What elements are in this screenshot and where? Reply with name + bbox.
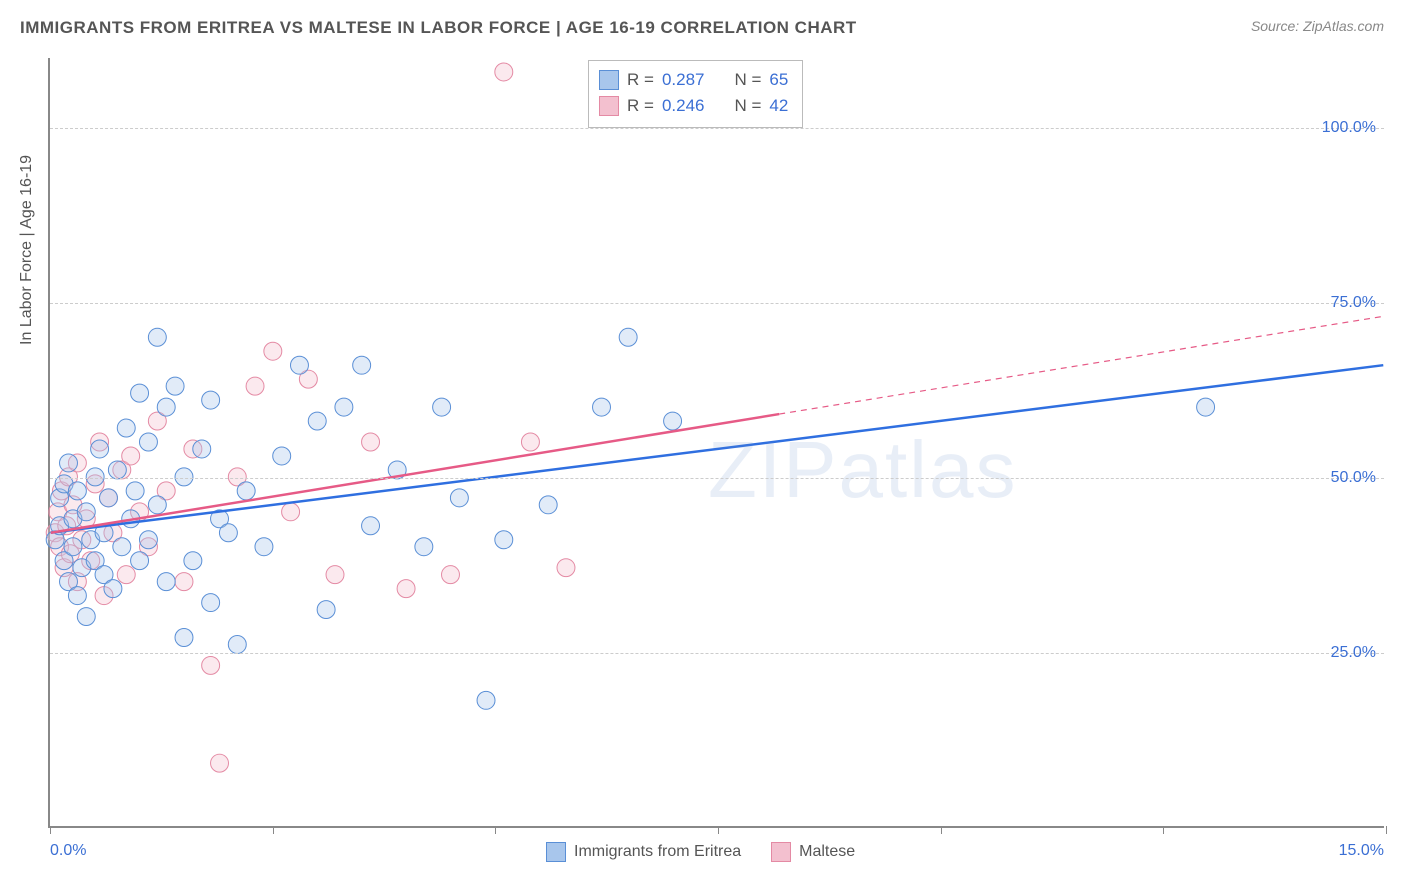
plot-area: ZIPatlas R = 0.287 N = 65 R = 0.246 N = … — [48, 58, 1384, 828]
r-label: R = — [627, 93, 654, 119]
chart-svg — [50, 58, 1384, 826]
correlation-legend: R = 0.287 N = 65 R = 0.246 N = 42 — [588, 60, 803, 128]
x-tick-label: 15.0% — [1339, 842, 1384, 860]
series-legend: Immigrants from Eritrea Maltese — [546, 842, 855, 862]
n-value-eritrea: 65 — [769, 67, 788, 93]
n-value-maltese: 42 — [769, 93, 788, 119]
source-credit: Source: ZipAtlas.com — [1251, 18, 1384, 34]
r-value-eritrea: 0.287 — [662, 67, 705, 93]
x-tick-label: 0.0% — [50, 842, 86, 860]
source-prefix: Source: — [1251, 18, 1303, 34]
legend-label-maltese: Maltese — [799, 843, 855, 860]
swatch-eritrea — [546, 842, 566, 862]
y-tick-label: 75.0% — [1331, 294, 1376, 312]
r-label: R = — [627, 67, 654, 93]
legend-label-eritrea: Immigrants from Eritrea — [574, 843, 741, 860]
legend-row-eritrea: R = 0.287 N = 65 — [599, 67, 788, 93]
y-axis-label: In Labor Force | Age 16-19 — [18, 155, 36, 345]
chart-title: IMMIGRANTS FROM ERITREA VS MALTESE IN LA… — [20, 18, 857, 38]
source-link[interactable]: ZipAtlas.com — [1303, 18, 1384, 34]
swatch-eritrea — [599, 70, 619, 90]
n-label: N = — [734, 93, 761, 119]
swatch-maltese — [771, 842, 791, 862]
y-tick-label: 100.0% — [1322, 119, 1376, 137]
y-tick-label: 25.0% — [1331, 644, 1376, 662]
legend-row-maltese: R = 0.246 N = 42 — [599, 93, 788, 119]
n-label: N = — [734, 67, 761, 93]
legend-item-eritrea: Immigrants from Eritrea — [546, 842, 741, 862]
y-tick-label: 50.0% — [1331, 469, 1376, 487]
swatch-maltese — [599, 96, 619, 116]
legend-item-maltese: Maltese — [771, 842, 855, 862]
r-value-maltese: 0.246 — [662, 93, 705, 119]
